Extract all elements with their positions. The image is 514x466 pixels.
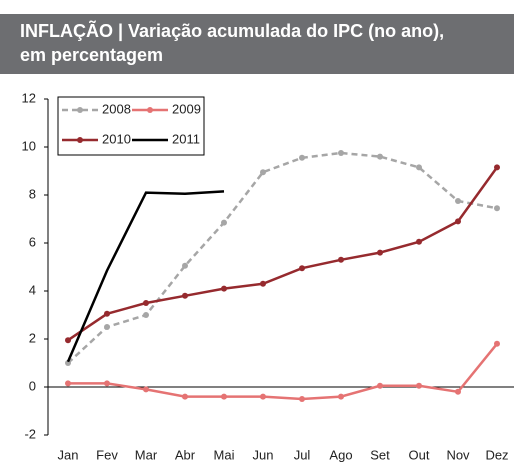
series-marker (65, 337, 71, 344)
series-marker (416, 238, 422, 245)
legend-label: 2008 (102, 101, 131, 116)
series-marker (455, 218, 461, 225)
legend-label: 2011 (172, 131, 200, 146)
x-tick-label: Dez (485, 447, 508, 462)
y-tick-label: 2 (29, 330, 36, 345)
series-marker (182, 393, 188, 400)
y-tick-label: 0 (29, 378, 36, 393)
legend-label: 2010 (102, 131, 131, 146)
chart-title: INFLAÇÃO | Variação acumulada do IPC (no… (20, 21, 445, 65)
series-marker (338, 256, 344, 263)
series-marker (260, 169, 266, 176)
series-marker (143, 386, 149, 393)
series-marker (221, 285, 227, 292)
series-marker (221, 393, 227, 400)
legend-label: 2009 (172, 101, 201, 116)
header-band (0, 14, 514, 74)
series-marker (260, 393, 266, 400)
x-tick-label: Out (409, 447, 430, 462)
x-tick-label: Fev (96, 447, 118, 462)
series-marker (494, 205, 500, 212)
x-tick-label: Jan (58, 447, 79, 462)
series-marker (377, 153, 383, 160)
legend-marker (147, 107, 153, 113)
series-marker (299, 396, 305, 402)
legend-box (57, 96, 205, 156)
series-marker (377, 249, 383, 256)
x-tick-label: Mar (135, 447, 158, 462)
series-marker (182, 292, 188, 299)
x-tick-label: Ago (329, 447, 352, 462)
series-line (67, 166, 499, 342)
series-marker (260, 280, 266, 287)
series-marker (104, 310, 110, 317)
series-marker (104, 324, 110, 330)
series-marker (221, 219, 227, 226)
y-tick-label: 4 (29, 282, 36, 297)
series-marker (494, 164, 500, 171)
legend-marker (77, 137, 83, 143)
series-marker (416, 382, 422, 389)
legend-marker (77, 107, 83, 113)
series-line (67, 151, 498, 364)
series-marker (182, 262, 188, 269)
y-tick-label: -2 (24, 426, 36, 441)
series-marker (299, 265, 305, 272)
y-tick-label: 12 (22, 90, 36, 105)
series-marker (455, 388, 461, 395)
series-marker (338, 393, 344, 400)
x-tick-label: Jun (253, 447, 274, 462)
y-tick-label: 8 (29, 186, 36, 201)
y-tick-label: 6 (29, 234, 36, 249)
series-marker (65, 360, 71, 366)
x-tick-label: Nov (446, 447, 470, 462)
series-marker (299, 154, 305, 161)
series-line (66, 190, 225, 363)
x-tick-label: Mai (214, 447, 235, 462)
series-marker (416, 164, 422, 171)
x-tick-label: Set (370, 447, 390, 462)
series-marker (65, 380, 71, 387)
x-tick-label: Abr (175, 447, 196, 462)
series-marker (377, 382, 383, 389)
series-marker (494, 340, 500, 347)
series-marker (338, 150, 344, 156)
series-marker (143, 312, 149, 318)
y-tick-label: 10 (22, 138, 36, 153)
x-tick-label: Jul (294, 447, 311, 462)
series-line (68, 343, 498, 401)
series-marker (104, 380, 110, 387)
series-marker (455, 198, 461, 204)
series-marker (143, 300, 149, 306)
